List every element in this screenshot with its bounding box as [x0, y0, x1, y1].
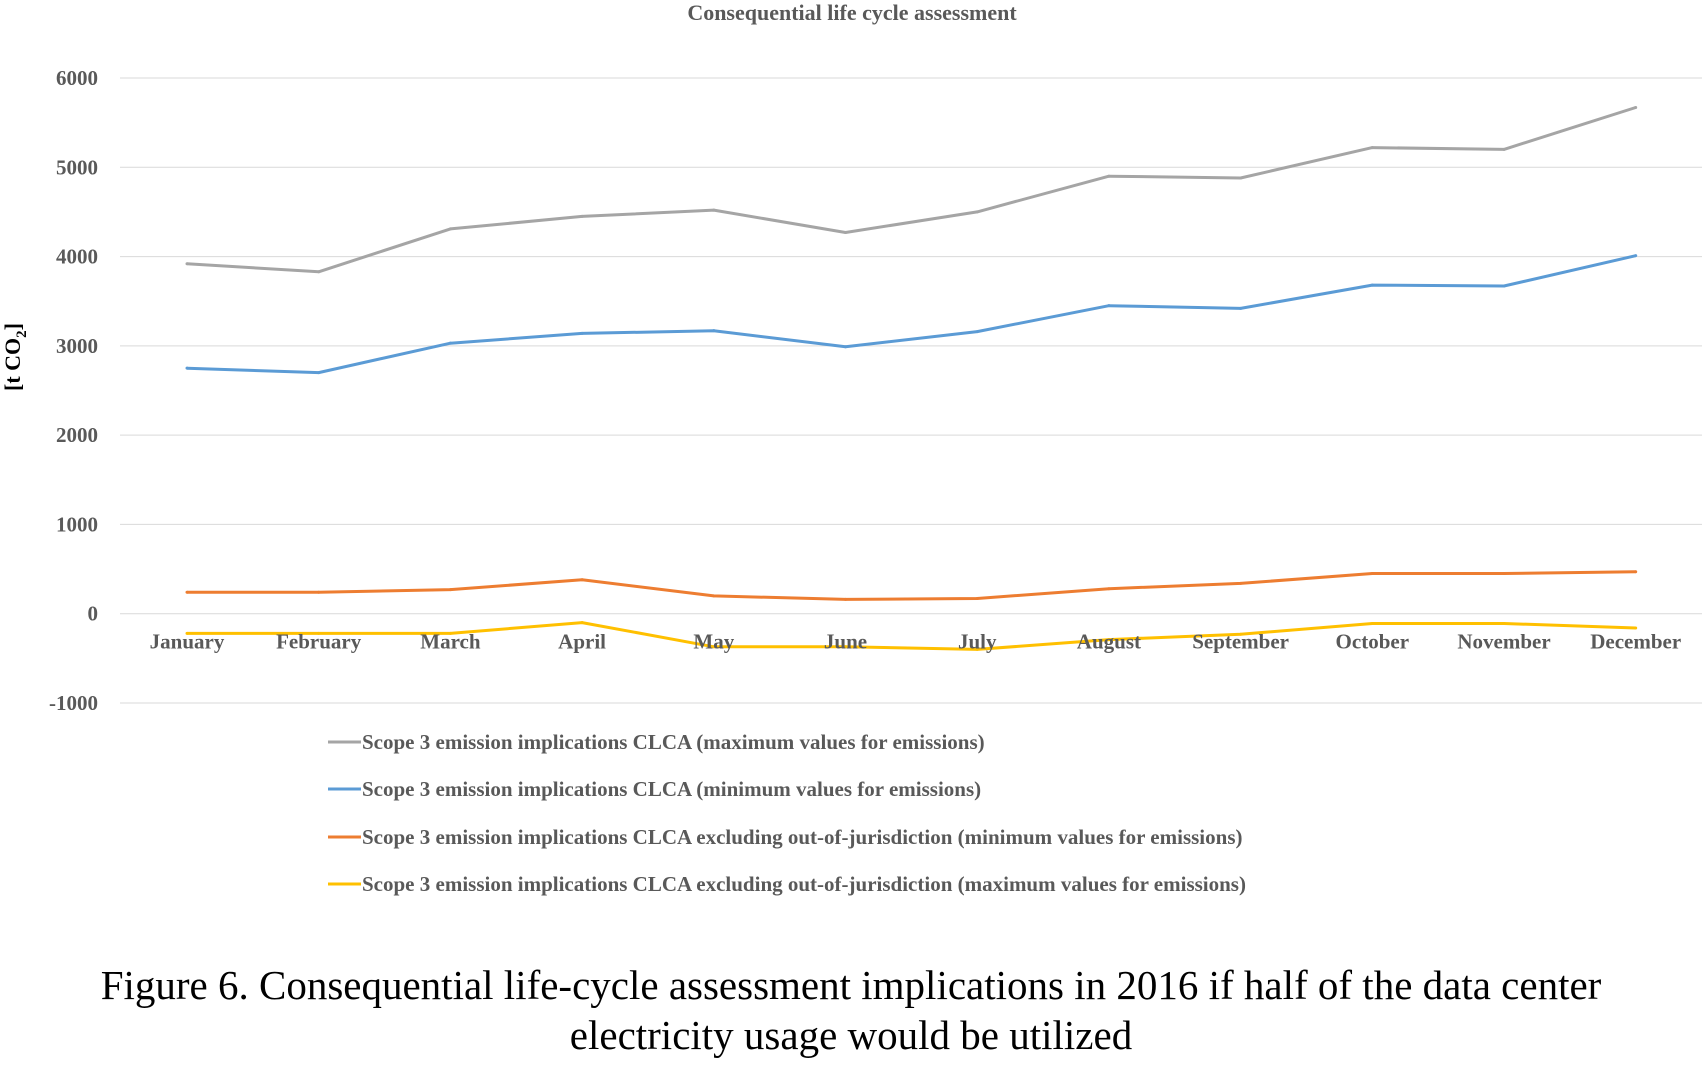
y-tick-label: 2000 — [56, 423, 98, 447]
x-tick-label: December — [1590, 630, 1681, 654]
x-tick-label: May — [693, 630, 734, 654]
series-line-1 — [186, 106, 1637, 274]
caption-line-1: Figure 6. Consequential life-cycle asses… — [100, 962, 1602, 1008]
caption-line-2: electricity usage would be utilized — [569, 1012, 1133, 1058]
series-2-point — [1239, 306, 1243, 310]
y-tick-label: 6000 — [56, 66, 98, 90]
series-lines — [185, 105, 1638, 651]
series-1-point — [185, 262, 189, 266]
x-tick-label: April — [558, 630, 606, 654]
series-2-point — [1107, 304, 1111, 308]
series-3-point — [712, 594, 716, 598]
series-4-point — [712, 645, 716, 649]
series-1-point — [844, 230, 847, 234]
series-line-2 — [186, 254, 1637, 375]
x-tick-label: January — [150, 630, 225, 654]
series-3-point — [975, 597, 979, 601]
series-1-point — [1502, 147, 1506, 151]
series-2-point — [185, 366, 189, 370]
x-axis-ticks: January February March April May June July Augu… — [150, 630, 1682, 654]
legend: Scope 3 emission implications CLCA (maxi… — [328, 730, 1246, 896]
x-tick-label: July — [958, 630, 997, 654]
series-line-4 — [187, 621, 1636, 651]
y-axis-title: [t CO2] — [0, 323, 30, 391]
series-4-point — [448, 631, 452, 635]
series-1-point — [448, 227, 452, 231]
series-4-point — [975, 647, 979, 651]
series-4-point — [1107, 638, 1111, 642]
series-2-point — [317, 371, 321, 375]
series-4-point — [185, 631, 189, 635]
series-2-point — [712, 329, 716, 333]
series-4-point — [580, 621, 584, 625]
series-2-point — [1502, 284, 1506, 288]
series-3-point — [1370, 572, 1374, 576]
series-3-point — [1502, 572, 1506, 576]
x-tick-label: August — [1077, 630, 1141, 654]
series-2-point — [448, 341, 452, 345]
x-tick-label: March — [420, 630, 481, 654]
figure-caption: Figure 6. Consequential life-cycle asses… — [0, 960, 1702, 1060]
series-4-point — [844, 645, 847, 649]
series-2-point — [580, 331, 584, 335]
x-tick-label: November — [1457, 630, 1550, 654]
series-3-point — [1634, 570, 1638, 574]
x-tick-label: October — [1336, 630, 1409, 654]
series-3-point — [317, 590, 321, 594]
series-4-point — [1239, 632, 1243, 636]
chart-title: Consequential life cycle assessment — [687, 0, 1017, 25]
series-4-point — [317, 631, 321, 635]
series-3-point — [844, 597, 847, 601]
series-2-point — [1370, 283, 1374, 287]
series-4-point — [1370, 622, 1374, 626]
x-tick-label: February — [276, 630, 362, 654]
legend-label: Scope 3 emission implications CLCA exclu… — [362, 825, 1242, 849]
line-chart: Consequential life cycle assessment -100… — [0, 0, 1702, 896]
y-tick-label: 1000 — [56, 512, 98, 536]
series-2-point — [975, 330, 979, 334]
series-3-point — [580, 578, 584, 582]
series-3-point — [1107, 587, 1111, 591]
y-tick-label: 5000 — [56, 155, 98, 179]
series-4-point — [1502, 622, 1506, 626]
legend-label: Scope 3 emission implications CLCA (mini… — [362, 777, 981, 801]
y-tick-label: 0 — [88, 602, 99, 626]
y-tick-label: -1000 — [49, 691, 98, 715]
series-1-point — [1634, 105, 1638, 109]
legend-label: Scope 3 emission implications CLCA exclu… — [362, 872, 1246, 896]
series-1-point — [1107, 174, 1111, 178]
series-1-point — [975, 210, 979, 214]
series-3-point — [1239, 581, 1243, 585]
series-1-point — [317, 270, 321, 274]
series-line-3 — [187, 570, 1636, 601]
series-2-point — [844, 345, 847, 349]
series-1-point — [1239, 176, 1243, 180]
series-3-point — [448, 588, 452, 592]
series-1-point — [1370, 146, 1374, 150]
x-tick-label: September — [1192, 630, 1289, 654]
series-4-point — [1634, 626, 1638, 630]
series-2-point — [1634, 254, 1638, 258]
gridlines — [120, 77, 1702, 704]
x-tick-label: June — [824, 630, 867, 654]
y-axis-ticks: -1000 0 1000 2000 3000 4000 5000 6000 — [49, 66, 98, 715]
series-1-point — [712, 208, 716, 212]
y-tick-label: 4000 — [56, 245, 98, 269]
series-1-point — [580, 214, 584, 218]
legend-label: Scope 3 emission implications CLCA (maxi… — [362, 730, 985, 754]
y-tick-label: 3000 — [56, 334, 98, 358]
series-3-point — [185, 590, 189, 594]
